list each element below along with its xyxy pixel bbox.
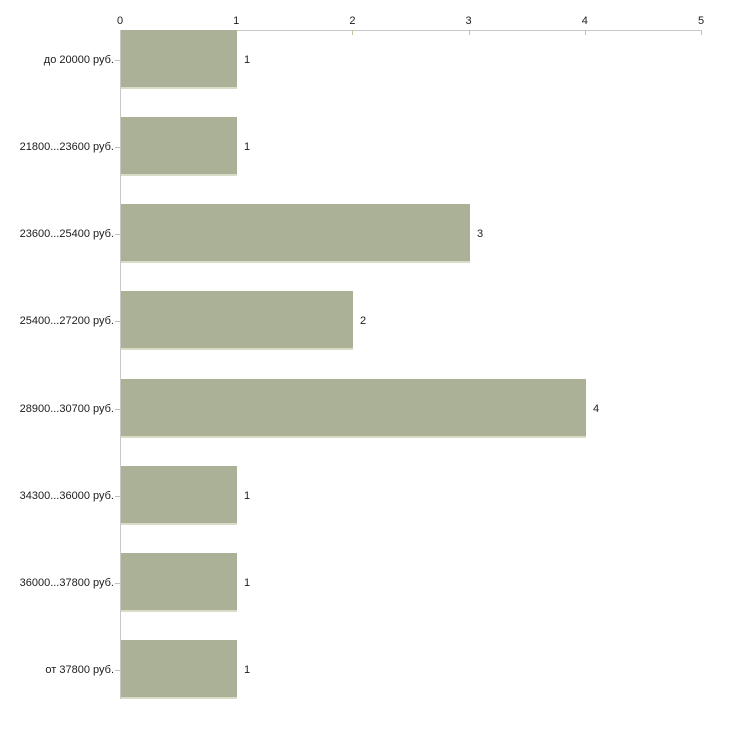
y-axis-line — [120, 30, 121, 699]
x-axis-tick-label: 1 — [233, 15, 240, 27]
x-axis-tick-label: 2 — [349, 15, 356, 27]
bar — [121, 117, 237, 176]
bar-value-label: 3 — [477, 228, 484, 240]
category-label: 34300...36000 руб. — [19, 490, 114, 502]
x-axis-tick-label: 0 — [116, 15, 124, 27]
bar-value-label: 1 — [244, 577, 251, 589]
category-tick-mark — [115, 234, 120, 235]
category-label: до 20000 руб. — [43, 54, 114, 66]
category-tick-mark — [115, 409, 120, 410]
category-tick-mark — [115, 496, 120, 497]
category-label: 25400...27200 руб. — [19, 315, 114, 327]
bar-value-label: 4 — [593, 403, 600, 415]
category-label: 23600...25400 руб. — [19, 228, 114, 240]
category-label: 21800...23600 руб. — [19, 141, 114, 153]
bar — [121, 204, 470, 263]
bar-value-label: 2 — [360, 315, 367, 327]
category-label: 36000...37800 руб. — [19, 577, 114, 589]
category-tick-mark — [115, 583, 120, 584]
bar — [121, 466, 237, 525]
bar — [121, 553, 237, 612]
bar-value-label: 1 — [244, 141, 251, 153]
category-label: от 37800 руб. — [45, 664, 114, 676]
category-tick-mark — [115, 321, 120, 322]
x-axis-tick-mark — [469, 30, 470, 35]
bar — [121, 291, 353, 350]
category-tick-mark — [115, 670, 120, 671]
x-axis-tick-label: 4 — [581, 15, 588, 27]
bar — [121, 640, 237, 699]
bar — [121, 30, 237, 89]
x-axis-tick-mark — [701, 30, 702, 35]
x-axis-tick-label: 5 — [697, 15, 705, 27]
x-axis-tick-mark — [585, 30, 586, 35]
bar — [121, 379, 586, 438]
x-axis-tick-label: 3 — [465, 15, 472, 27]
x-axis-tick-mark — [352, 30, 353, 35]
x-axis-line — [120, 30, 701, 31]
category-tick-mark — [115, 60, 120, 61]
bar-value-label: 1 — [244, 54, 251, 66]
bar-value-label: 1 — [244, 490, 251, 502]
bar-value-label: 1 — [244, 664, 251, 676]
category-label: 28900...30700 руб. — [19, 403, 114, 415]
category-tick-mark — [115, 147, 120, 148]
